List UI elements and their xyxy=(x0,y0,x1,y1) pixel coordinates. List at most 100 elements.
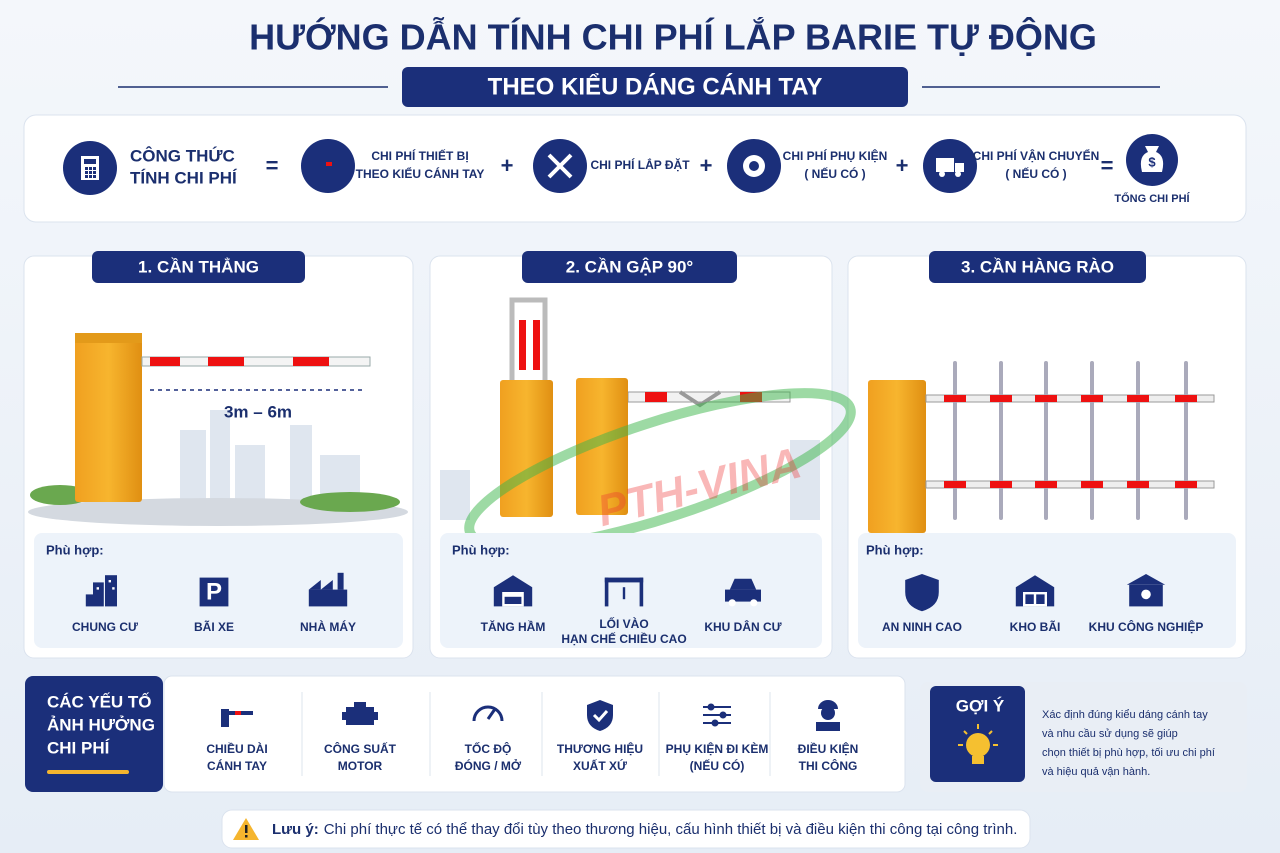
factor-label: ĐÓNG / MỞ xyxy=(455,758,522,773)
icon xyxy=(587,700,613,731)
icon xyxy=(743,155,765,177)
icon-part xyxy=(905,574,939,612)
tip-text: và hiệu quả vận hành. xyxy=(1042,766,1150,778)
icon xyxy=(936,158,964,177)
icon-part xyxy=(703,706,731,708)
icon xyxy=(725,578,761,607)
icon-part xyxy=(592,710,609,723)
result-label: TỔNG CHI PHÍ xyxy=(1114,192,1190,205)
icon-part xyxy=(93,175,96,178)
icon-part xyxy=(84,159,96,164)
icon-part xyxy=(818,700,838,709)
suitable-box xyxy=(440,533,822,648)
operator: = xyxy=(1101,153,1114,178)
icon: $ xyxy=(1140,146,1164,172)
factor-label: THI CÔNG xyxy=(799,758,858,773)
icon-part xyxy=(89,171,92,174)
factors-heading: ẢNH HƯỞNG xyxy=(47,715,155,734)
term-label: ( NẾU CÓ ) xyxy=(1005,166,1066,181)
icon-part xyxy=(85,594,93,607)
suitable-label: Phù hợp: xyxy=(452,542,510,557)
note-bar xyxy=(221,809,1031,849)
factor-label: CHIỀU DÀI xyxy=(206,741,267,756)
operator: = xyxy=(266,153,279,178)
icon xyxy=(308,572,348,607)
subtitle-box xyxy=(402,67,908,107)
icon-part xyxy=(93,167,96,170)
use-label: CHUNG CƯ xyxy=(72,620,138,634)
icon-part xyxy=(486,708,497,720)
icon-part xyxy=(326,162,332,166)
icon xyxy=(1126,574,1166,607)
icon-part xyxy=(93,171,96,174)
icon-part xyxy=(729,578,757,590)
note-text: Chi phí thực tế có thể thay đổi tùy theo… xyxy=(324,821,1018,838)
icon-part xyxy=(749,161,759,171)
use-label: AN NINH CAO xyxy=(882,620,962,634)
icon-part xyxy=(108,580,111,583)
icon-part xyxy=(1141,589,1151,600)
icon-part xyxy=(93,582,104,607)
icon xyxy=(472,705,504,722)
type-title: 3. CẦN HÀNG RÀO xyxy=(961,257,1114,276)
use-label: KHU DÂN CƯ xyxy=(704,619,781,634)
factors-heading-box xyxy=(25,676,163,792)
formula-label: TÍNH CHI PHÍ xyxy=(130,168,238,187)
icon-part xyxy=(346,707,374,725)
term-label: CHI PHÍ VẬN CHUYỂN xyxy=(973,148,1100,163)
factor-label: PHỤ KIỆN ĐI KÈM xyxy=(666,741,769,756)
operator: + xyxy=(700,153,713,178)
operator: + xyxy=(501,153,514,178)
use-label: KHU CÔNG NGHIỆP xyxy=(1089,619,1204,634)
scene-straight xyxy=(28,333,408,526)
icon-part xyxy=(472,705,504,722)
icon-part xyxy=(85,171,88,174)
icon-part xyxy=(725,589,761,602)
warning-icon xyxy=(233,818,259,840)
icon xyxy=(547,153,573,179)
factor-label: MOTOR xyxy=(338,759,383,773)
use-label: HẠN CHẾ CHIỀU CAO xyxy=(561,631,686,646)
icon-part xyxy=(939,171,945,177)
icon-part xyxy=(342,712,346,720)
tip-text: và nhu cầu sử dụng sẽ giúp xyxy=(1042,728,1178,740)
use-label: BÃI XE xyxy=(194,619,234,634)
icon-part xyxy=(89,175,92,178)
factor-label: (NẾU CÓ) xyxy=(690,758,745,773)
icon-part xyxy=(1140,146,1164,172)
tip-text: Xác định đúng kiểu dáng cánh tay xyxy=(1042,709,1208,721)
icon-part xyxy=(955,171,961,177)
icon-part: P xyxy=(206,578,222,605)
tip-text: chọn thiết bị phù hợp, tối ưu chi phí xyxy=(1042,747,1215,759)
factors-heading: CÁC YẾU TỐ xyxy=(47,691,152,711)
factor-label: CÔNG SUẤT xyxy=(324,741,397,756)
accent xyxy=(47,770,129,774)
type-title: 2. CẦN GẬP 90° xyxy=(566,257,694,276)
type-title: 1. CẦN THẲNG xyxy=(138,257,259,276)
suitable-label: Phù hợp: xyxy=(46,542,104,557)
icon-part xyxy=(374,712,378,720)
scene-fence xyxy=(868,361,1215,533)
icon xyxy=(221,709,253,727)
icon-part xyxy=(89,167,92,170)
icon xyxy=(905,574,939,612)
type-pill xyxy=(92,251,305,283)
use-label: LỐI VÀO xyxy=(599,616,648,631)
icon-part xyxy=(312,160,320,178)
type-pill xyxy=(522,251,737,283)
factors-card xyxy=(163,675,906,793)
icon xyxy=(342,702,378,725)
icon-part xyxy=(1025,594,1034,604)
icon-part xyxy=(105,575,117,607)
icon-part xyxy=(96,587,99,590)
use-label: NHÀ MÁY xyxy=(300,619,356,634)
icon-part xyxy=(221,709,229,727)
term-label: CHI PHÍ PHỤ KIỆN xyxy=(783,148,888,163)
icon-part xyxy=(337,572,344,590)
type-pill xyxy=(929,251,1146,283)
icon-part xyxy=(639,577,644,607)
term-label: THEO KIỂU CÁNH TAY xyxy=(356,166,485,181)
factor-label: CÁNH TAY xyxy=(207,758,267,773)
icon-part xyxy=(235,711,241,715)
